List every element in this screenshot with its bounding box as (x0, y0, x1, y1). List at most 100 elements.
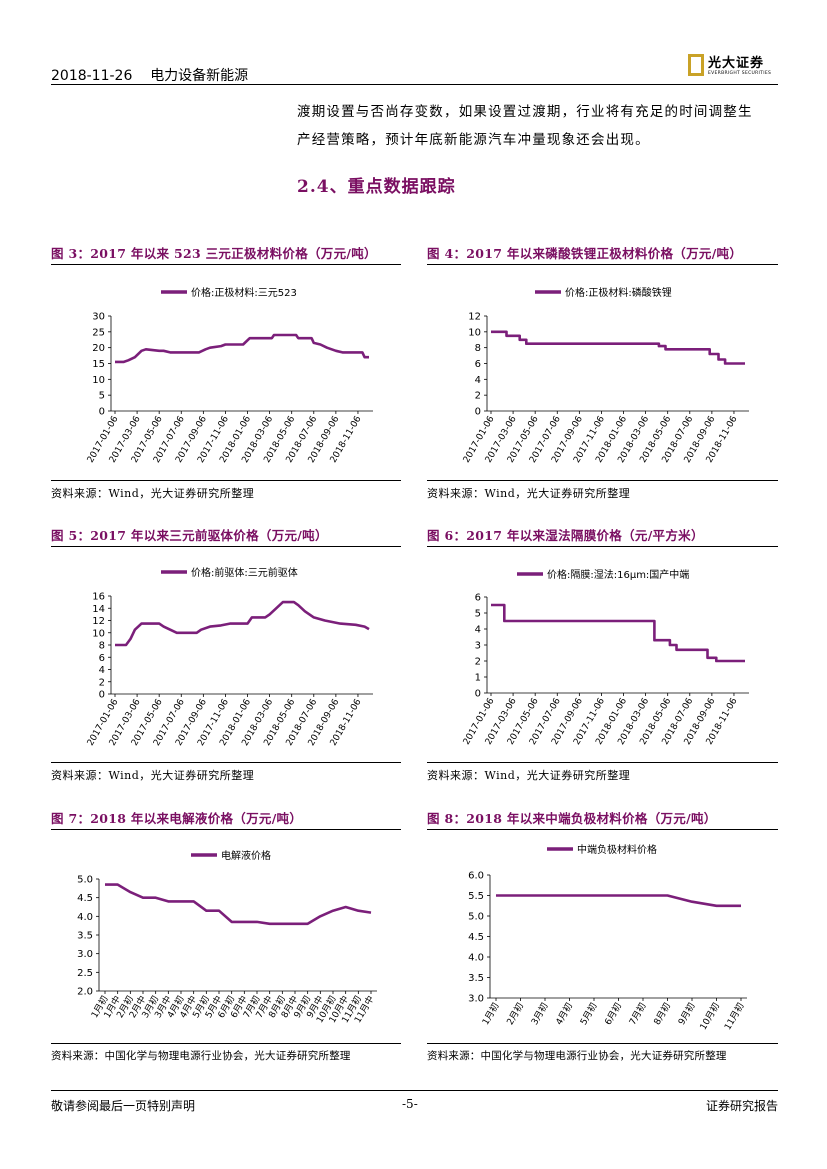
figure-6-source: 资料来源：Wind，光大证券研究所整理 (427, 769, 631, 782)
y-tick-label: 15 (92, 359, 105, 370)
y-tick-label: 4.5 (77, 893, 93, 904)
x-tick-label: 4月初 (553, 1001, 575, 1028)
figure-3-chart: 价格:正极材料:三元5230510152025302017-01-062017-… (86, 286, 373, 465)
y-tick-label: 3 (475, 641, 481, 652)
header-date-sector: 2018-11-26 电力设备新能源 (51, 65, 248, 85)
x-tick-label: 5月初 (577, 1001, 599, 1028)
figure-3-source: 资料来源：Wind，光大证券研究所整理 (51, 487, 255, 500)
company-logo: 光大证券 EVERBRIGHT SECURITIES (688, 52, 788, 82)
y-tick-label: 1 (475, 673, 481, 684)
y-tick-label: 8 (99, 641, 105, 652)
section-title: 2.4、重点数据跟踪 (297, 177, 456, 197)
y-tick-label: 5.0 (468, 912, 484, 923)
figure-7-source-rule (51, 1043, 401, 1044)
figure-8-source-rule (427, 1043, 778, 1044)
figure-4-title-rule (427, 264, 778, 265)
x-tick-label: 10月初 (697, 1001, 722, 1033)
x-tick-label: 11月初 (721, 1001, 746, 1033)
series-line (496, 894, 741, 908)
y-tick-label: 0 (99, 690, 105, 701)
figure-5-source-rule (51, 762, 401, 763)
figure-8-title: 图 8：2018 年以来中端负极材料价格（万元/吨） (427, 811, 717, 826)
footer-report-type: 证券研究报告 (705, 1099, 778, 1113)
figure-6-title-rule (427, 546, 778, 547)
figure-6-title: 图 6：2017 年以来湿法隔膜价格（元/平方米） (427, 528, 704, 543)
figure-4-source-rule (427, 480, 778, 481)
figure-7-title: 图 7：2018 年以来电解液价格（万元/吨） (51, 811, 303, 826)
y-tick-label: 30 (92, 312, 105, 323)
y-tick-label: 5 (99, 391, 105, 402)
figure-5-title: 图 5：2017 年以来三元前驱体价格（万元/吨） (51, 528, 328, 543)
logo-name: 光大证券 (708, 56, 765, 71)
series-line (105, 883, 372, 926)
y-tick-label: 3.5 (468, 973, 484, 984)
y-tick-label: 4 (475, 625, 481, 636)
legend-label: 价格:正极材料:磷酸铁锂 (565, 286, 672, 299)
series-line (115, 333, 369, 364)
series-line (115, 600, 370, 647)
figure-6-source-rule (427, 762, 778, 763)
y-tick-label: 20 (92, 343, 105, 354)
y-tick-label: 6 (99, 653, 105, 664)
y-tick-label: 14 (92, 604, 105, 615)
figure-3-source-rule (51, 480, 401, 481)
figure-6-chart: 价格:隔膜:湿法:16μm:国产中端01234562017-01-062017-… (462, 568, 749, 747)
footer-disclaimer: 敬请参阅最后一页特别声明 (51, 1099, 196, 1113)
figure-7-title-rule (51, 829, 401, 830)
footer-rule (51, 1090, 778, 1091)
figure-7-chart: 电解液价格2.02.53.03.54.04.55.01月初1月中2月初2月中3月… (77, 849, 377, 1025)
y-tick-label: 4.0 (77, 912, 93, 923)
figure-4-title: 图 4：2017 年以来磷酸铁锂正极材料价格（万元/吨） (427, 246, 743, 261)
legend-label: 中端负极材料价格 (577, 843, 657, 856)
y-tick-label: 10 (92, 628, 105, 639)
x-tick-label: 7月初 (626, 1001, 648, 1028)
y-tick-label: 2 (475, 391, 481, 402)
legend-label: 价格:前驱体:三元前驱体 (191, 566, 298, 579)
x-tick-label: 2月初 (504, 1001, 526, 1028)
x-tick-label: 9月初 (675, 1001, 697, 1028)
y-tick-label: 2.0 (77, 987, 93, 998)
y-tick-label: 25 (92, 327, 105, 338)
y-tick-label: 2 (99, 677, 105, 688)
y-tick-label: 4 (99, 665, 105, 676)
legend-label: 价格:正极材料:三元523 (191, 286, 297, 299)
y-tick-label: 3.5 (77, 931, 93, 942)
y-tick-label: 3.0 (77, 949, 93, 960)
legend-label: 价格:隔膜:湿法:16μm:国产中端 (547, 568, 689, 581)
series-line (491, 603, 745, 663)
y-tick-label: 5 (475, 609, 481, 620)
body-paragraph-line-1: 渡期设置与否尚存变数，如果设置过渡期，行业将有充足的时间调整生 (297, 104, 753, 120)
y-tick-label: 3.0 (468, 994, 484, 1005)
figure-5-source: 资料来源：Wind，光大证券研究所整理 (51, 769, 255, 782)
y-tick-label: 5.5 (468, 891, 484, 902)
figure-5-title-rule (51, 546, 401, 547)
figure-4-chart: 价格:正极材料:磷酸铁锂0246810122017-01-062017-03-0… (462, 286, 749, 465)
y-tick-label: 8 (475, 343, 481, 354)
y-tick-label: 4.5 (468, 932, 484, 943)
figure-5-chart: 价格:前驱体:三元前驱体02468101214162017-01-062017-… (86, 566, 373, 748)
y-tick-label: 12 (468, 312, 481, 323)
x-tick-label: 3月初 (528, 1001, 550, 1028)
y-tick-label: 6 (475, 593, 481, 604)
y-tick-label: 6 (475, 359, 481, 370)
y-tick-label: 0 (99, 407, 105, 418)
y-tick-label: 2.5 (77, 968, 93, 979)
y-tick-label: 0 (475, 689, 481, 700)
y-tick-label: 10 (92, 375, 105, 386)
y-tick-label: 12 (92, 616, 105, 627)
figure-4-source: 资料来源：Wind，光大证券研究所整理 (427, 487, 631, 500)
figure-7-source: 资料来源：中国化学与物理电源行业协会，光大证券研究所整理 (51, 1050, 351, 1062)
y-tick-label: 4.0 (468, 953, 484, 964)
y-tick-label: 5.0 (77, 875, 93, 886)
logo-mark-icon (688, 54, 704, 76)
body-paragraph-line-2: 产经营策略，预计年底新能源汽车冲量现象还会出现。 (297, 132, 650, 148)
footer-page-number: -5- (402, 1097, 418, 1111)
y-tick-label: 6.0 (468, 871, 484, 882)
y-tick-label: 4 (475, 375, 481, 386)
header-sector: 电力设备新能源 (150, 68, 249, 84)
figure-3-title-rule (51, 264, 401, 265)
y-tick-label: 16 (92, 592, 105, 603)
figure-8-source: 资料来源：中国化学与物理电源行业协会，光大证券研究所整理 (427, 1050, 727, 1062)
x-tick-label: 6月初 (602, 1001, 624, 1028)
